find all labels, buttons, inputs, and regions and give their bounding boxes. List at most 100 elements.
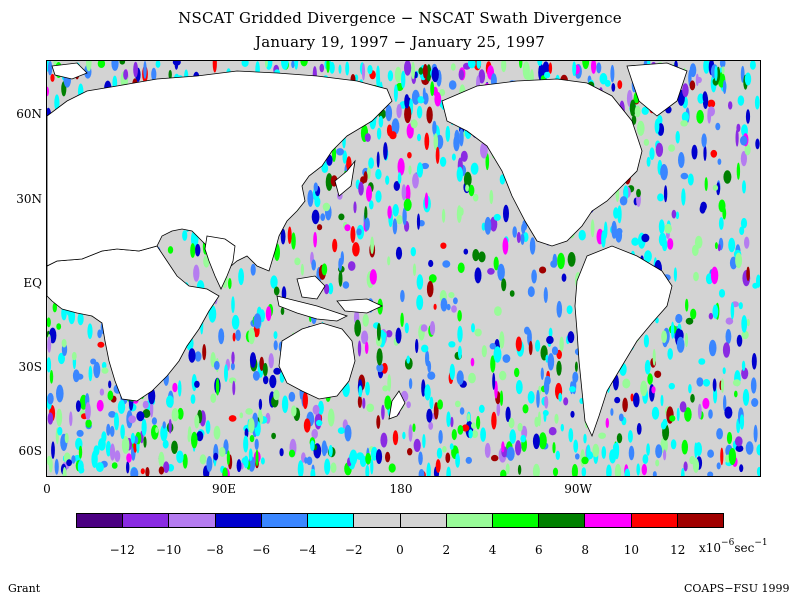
- divergence-speckle: [381, 404, 385, 420]
- divergence-speckle: [66, 459, 72, 467]
- divergence-speckle: [568, 428, 574, 443]
- divergence-speckle: [402, 431, 406, 440]
- divergence-speckle: [397, 158, 405, 176]
- land-new-zealand: [388, 390, 406, 420]
- divergence-speckle: [610, 64, 615, 83]
- land-north-america: [441, 78, 643, 247]
- divergence-speckle: [450, 416, 454, 428]
- divergence-speckle: [224, 364, 228, 382]
- divergence-speckle: [168, 419, 172, 434]
- divergence-speckle: [636, 463, 640, 476]
- land-south-america: [574, 245, 673, 438]
- divergence-speckle: [453, 297, 458, 305]
- divergence-speckle: [155, 61, 161, 68]
- divergence-speckle: [194, 414, 200, 429]
- divergence-speckle: [445, 125, 451, 142]
- divergence-speckle: [300, 263, 304, 276]
- divergence-speckle: [376, 415, 381, 429]
- divergence-speckle: [328, 282, 334, 295]
- divergence-speckle: [288, 391, 296, 402]
- divergence-speckle: [316, 419, 323, 427]
- divergence-speckle: [592, 443, 600, 458]
- divergence-speckle: [676, 336, 685, 353]
- divergence-speckle: [457, 425, 464, 435]
- divergence-speckle: [505, 463, 510, 475]
- divergence-speckle: [457, 262, 465, 274]
- divergence-speckle: [439, 156, 447, 167]
- divergence-speckle: [478, 69, 486, 84]
- divergence-speckle: [746, 318, 750, 327]
- divergence-speckle: [410, 119, 418, 129]
- divergence-speckle: [468, 429, 473, 439]
- divergence-speckle: [382, 385, 389, 392]
- divergence-speckle: [617, 205, 622, 224]
- divergence-speckle: [143, 436, 147, 448]
- divergence-speckle: [552, 442, 556, 454]
- divergence-speckle: [158, 466, 165, 475]
- divergence-speckle: [719, 61, 726, 68]
- divergence-speckle: [375, 449, 383, 465]
- divergence-speckle: [440, 242, 447, 249]
- divergence-speckle: [683, 461, 688, 472]
- divergence-speckle: [446, 303, 451, 311]
- divergence-speckle: [47, 412, 54, 425]
- divergence-speckle: [445, 452, 451, 464]
- divergence-speckle: [471, 430, 479, 439]
- divergence-speckle: [668, 382, 675, 390]
- divergence-speckle: [691, 144, 698, 160]
- divergence-speckle: [406, 355, 411, 364]
- divergence-speckle: [627, 430, 633, 443]
- divergence-speckle: [581, 467, 587, 476]
- divergence-speckle: [558, 392, 563, 402]
- divergence-speckle: [641, 106, 649, 115]
- divergence-speckle: [121, 436, 130, 454]
- divergence-speckle: [182, 230, 188, 241]
- divergence-speckle: [754, 95, 760, 110]
- divergence-speckle: [245, 408, 253, 415]
- divergence-speckle: [693, 271, 699, 282]
- divergence-speckle: [629, 99, 636, 117]
- divergence-speckle: [354, 319, 362, 337]
- divergence-speckle: [581, 456, 589, 465]
- divergence-speckle: [643, 334, 650, 348]
- divergence-speckle: [481, 345, 487, 358]
- divergence-speckle: [358, 181, 364, 196]
- divergence-speckle: [199, 454, 207, 465]
- divergence-speckle: [281, 61, 289, 70]
- divergence-speckle: [212, 61, 217, 73]
- divergence-speckle: [426, 106, 433, 124]
- divergence-speckle: [465, 184, 470, 192]
- divergence-speckle: [640, 380, 648, 397]
- divergence-speckle: [168, 69, 172, 80]
- divergence-speckle: [408, 165, 412, 175]
- divergence-speckle: [506, 446, 515, 461]
- divergence-speckle: [311, 259, 317, 271]
- divergence-speckle: [412, 263, 417, 276]
- divergence-speckle: [388, 463, 396, 473]
- divergence-speckle: [97, 329, 102, 339]
- divergence-speckle: [559, 336, 564, 352]
- divergence-speckle: [422, 64, 428, 79]
- divergence-speckle: [696, 377, 704, 387]
- divergence-speckle: [551, 346, 559, 356]
- divergence-speckle: [190, 394, 196, 404]
- divergence-speckle: [376, 363, 384, 373]
- divergence-speckle: [515, 380, 523, 395]
- divergence-speckle: [680, 120, 688, 127]
- divergence-speckle: [708, 339, 717, 357]
- divergence-speckle: [57, 426, 63, 436]
- divergence-speckle: [271, 432, 276, 440]
- divergence-speckle: [114, 412, 119, 431]
- divergence-speckle: [567, 331, 575, 344]
- divergence-speckle: [496, 402, 501, 417]
- divergence-speckle: [598, 432, 606, 439]
- divergence-speckle: [258, 398, 263, 410]
- lon-label-0: 0: [43, 482, 51, 496]
- divergence-speckle: [71, 455, 76, 464]
- divergence-speckle: [412, 423, 416, 433]
- divergence-speckle: [459, 407, 465, 415]
- divergence-speckle: [451, 429, 457, 441]
- divergence-speckle: [381, 332, 387, 339]
- divergence-speckle: [265, 306, 272, 322]
- divergence-speckle: [337, 427, 345, 434]
